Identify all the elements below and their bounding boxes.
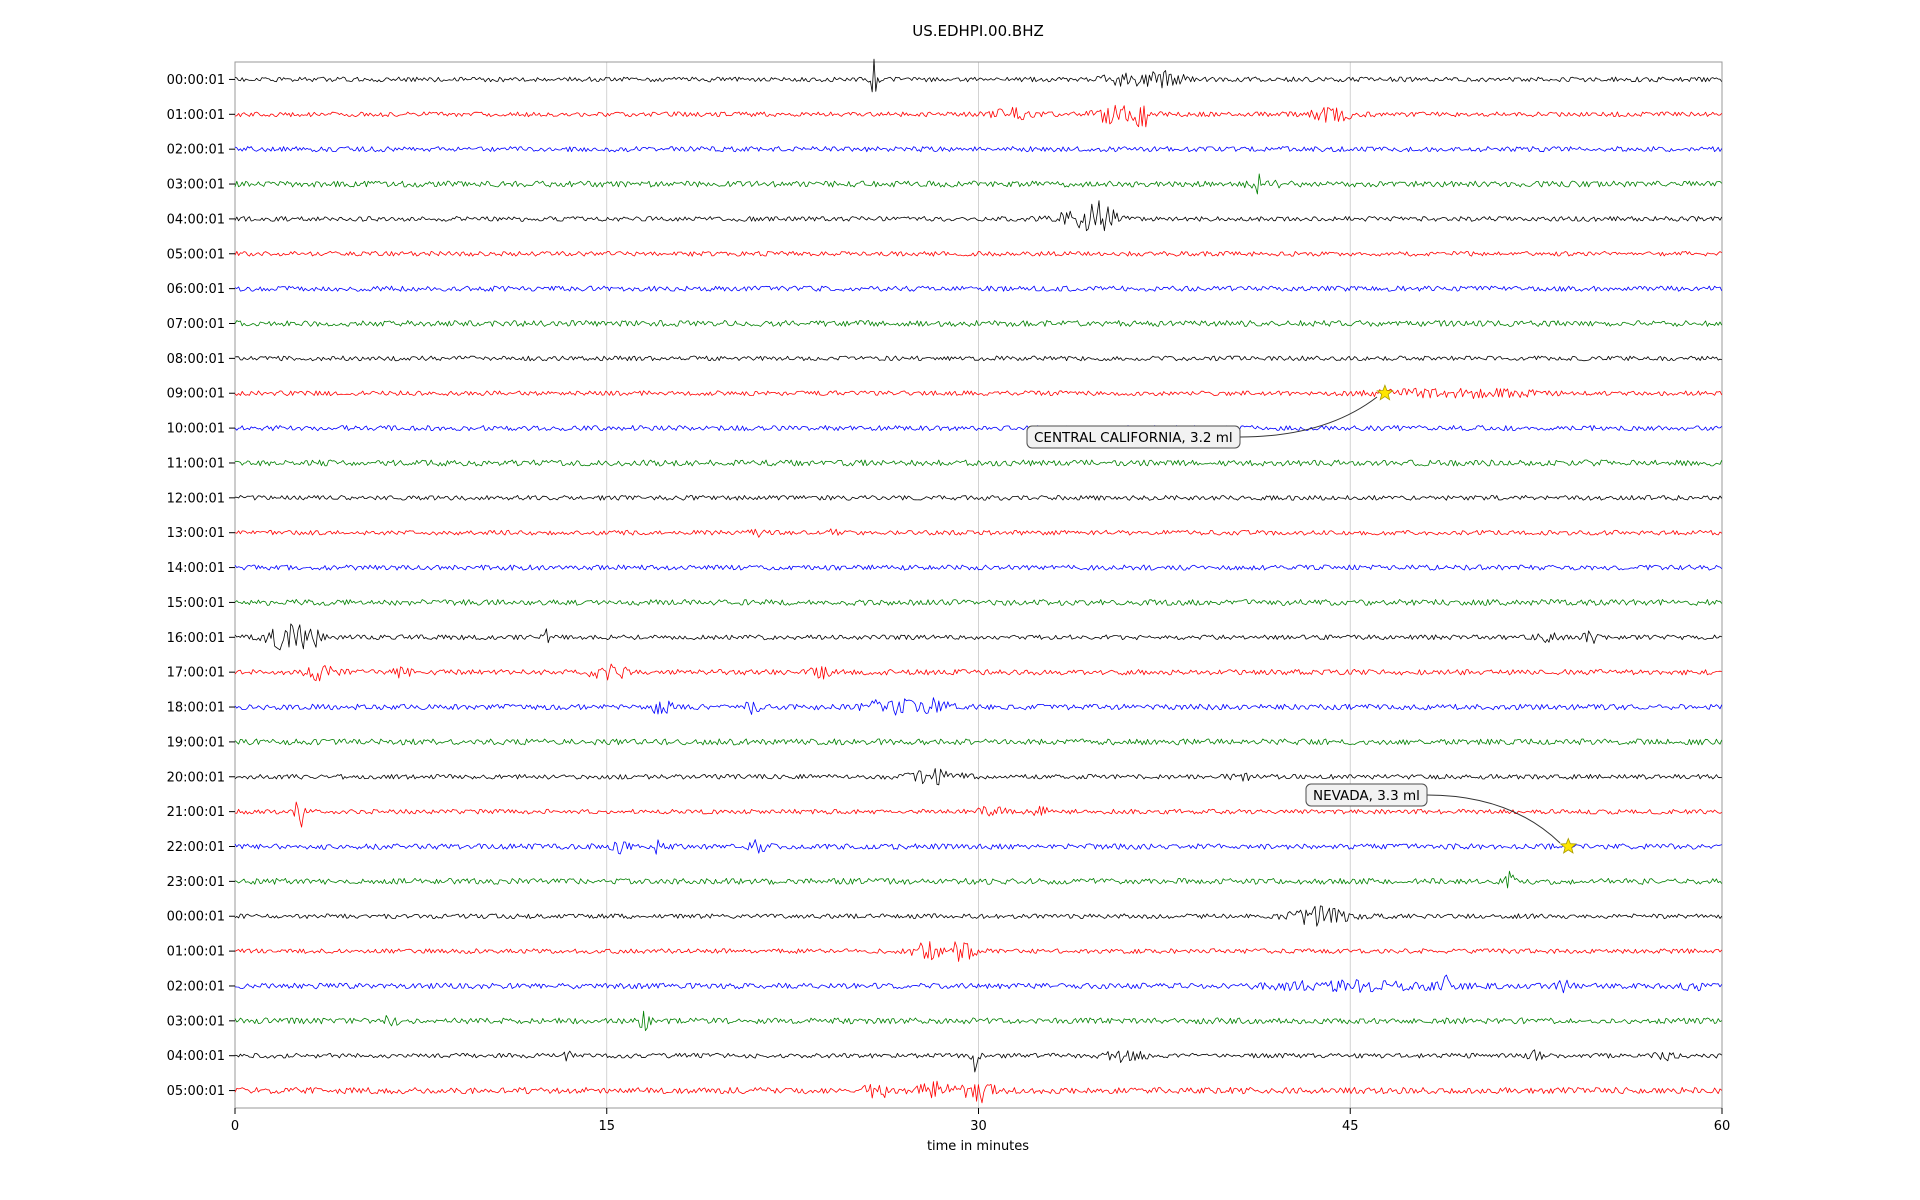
annotation-label: CENTRAL CALIFORNIA, 3.2 ml bbox=[1034, 430, 1233, 446]
annotation-label: NEVADA, 3.3 ml bbox=[1313, 788, 1420, 804]
x-tick-label: 45 bbox=[1342, 1119, 1359, 1134]
row-time-label: 18:00:01 bbox=[167, 701, 225, 716]
row-time-label: 19:00:01 bbox=[167, 735, 225, 750]
row-time-label: 03:00:01 bbox=[167, 178, 225, 193]
row-time-label: 20:00:01 bbox=[167, 770, 225, 785]
event-annotation-nevada: NEVADA, 3.3 ml bbox=[1305, 783, 1561, 844]
row-time-label: 13:00:01 bbox=[167, 526, 225, 541]
trace-row-3 bbox=[234, 173, 1723, 195]
row-time-label: 07:00:01 bbox=[167, 317, 225, 332]
event-marker-layer bbox=[1376, 384, 1578, 854]
trace-row-19 bbox=[234, 738, 1723, 746]
row-time-label: 03:00:01 bbox=[167, 1014, 225, 1029]
row-time-label: 09:00:01 bbox=[167, 387, 225, 402]
trace-row-5 bbox=[234, 250, 1723, 257]
x-tick-label: 0 bbox=[231, 1119, 239, 1134]
trace-row-14 bbox=[234, 564, 1723, 571]
row-time-label: 14:00:01 bbox=[167, 561, 225, 576]
row-time-label: 05:00:01 bbox=[167, 247, 225, 262]
grid-layer bbox=[234, 61, 1723, 1109]
x-tick-label: 60 bbox=[1714, 1119, 1731, 1134]
axes-layer: 0 15 30 45 60 00:00:01 01:00:01 02:00:01 03:00:0… bbox=[167, 73, 1731, 1134]
trace-row-12 bbox=[234, 494, 1723, 501]
trace-row-18 bbox=[234, 697, 1723, 716]
x-tick-label: 30 bbox=[970, 1119, 987, 1134]
trace-row-22 bbox=[234, 839, 1722, 855]
row-time-label: 06:00:01 bbox=[167, 282, 225, 297]
row-time-label: 04:00:01 bbox=[167, 212, 225, 227]
trace-row-20 bbox=[234, 768, 1722, 786]
trace-row-7 bbox=[234, 320, 1723, 327]
row-time-label: 01:00:01 bbox=[167, 945, 225, 960]
row-time-label: 00:00:01 bbox=[167, 73, 225, 88]
trace-row-1 bbox=[234, 104, 1723, 128]
row-time-label: 22:00:01 bbox=[167, 840, 225, 855]
trace-row-21 bbox=[234, 801, 1722, 828]
trace-row-10 bbox=[234, 425, 1723, 432]
event-annotation-central-california: CENTRAL CALIFORNIA, 3.2 ml bbox=[1026, 396, 1378, 449]
row-time-label: 17:00:01 bbox=[167, 666, 225, 681]
row-time-label: 04:00:01 bbox=[167, 1049, 225, 1064]
trace-row-11 bbox=[234, 459, 1723, 467]
trace-row-25 bbox=[234, 941, 1723, 962]
trace-row-26 bbox=[234, 974, 1723, 994]
trace-layer bbox=[234, 58, 1723, 1104]
trace-row-27 bbox=[234, 1010, 1722, 1032]
row-time-label: 01:00:01 bbox=[167, 108, 225, 123]
row-time-label: 10:00:01 bbox=[167, 422, 225, 437]
annotation-label-box bbox=[1305, 783, 1428, 807]
trace-row-16 bbox=[234, 623, 1722, 651]
row-time-label: 16:00:01 bbox=[167, 631, 225, 646]
chart-title: US.EDHPI.00.BHZ bbox=[912, 22, 1044, 40]
row-time-label: 02:00:01 bbox=[167, 143, 225, 158]
trace-row-17 bbox=[234, 663, 1722, 682]
row-time-label: 15:00:01 bbox=[167, 596, 225, 611]
trace-row-6 bbox=[234, 285, 1723, 292]
trace-row-24 bbox=[234, 905, 1723, 927]
row-time-label: 23:00:01 bbox=[167, 875, 225, 890]
row-time-label: 11:00:01 bbox=[167, 456, 225, 471]
row-time-label: 21:00:01 bbox=[167, 805, 225, 820]
row-time-label: 12:00:01 bbox=[167, 491, 225, 506]
row-time-label: 05:00:01 bbox=[167, 1084, 225, 1099]
trace-row-23 bbox=[234, 870, 1723, 889]
trace-row-2 bbox=[234, 146, 1723, 153]
trace-row-8 bbox=[234, 355, 1722, 362]
event-marker-star bbox=[1376, 384, 1394, 401]
event-marker-star bbox=[1559, 837, 1578, 854]
annotation-layer: CENTRAL CALIFORNIA, 3.2 ml NEVADA, 3.3 m… bbox=[1026, 396, 1561, 844]
annotation-connector-line bbox=[1426, 794, 1561, 844]
trace-row-9 bbox=[234, 387, 1723, 400]
row-time-label: 02:00:01 bbox=[167, 979, 225, 994]
row-time-label: 08:00:01 bbox=[167, 352, 225, 367]
trace-row-0 bbox=[234, 58, 1723, 93]
trace-row-13 bbox=[234, 528, 1723, 538]
annotation-label-box bbox=[1026, 425, 1241, 449]
x-tick-label: 15 bbox=[598, 1119, 615, 1134]
trace-row-28 bbox=[234, 1049, 1723, 1073]
trace-row-4 bbox=[234, 200, 1723, 232]
x-axis-label: time in minutes bbox=[927, 1139, 1029, 1154]
annotation-connector-line bbox=[1239, 396, 1378, 438]
trace-row-15 bbox=[234, 599, 1723, 606]
row-time-label: 00:00:01 bbox=[167, 910, 225, 925]
trace-row-29 bbox=[234, 1080, 1723, 1104]
